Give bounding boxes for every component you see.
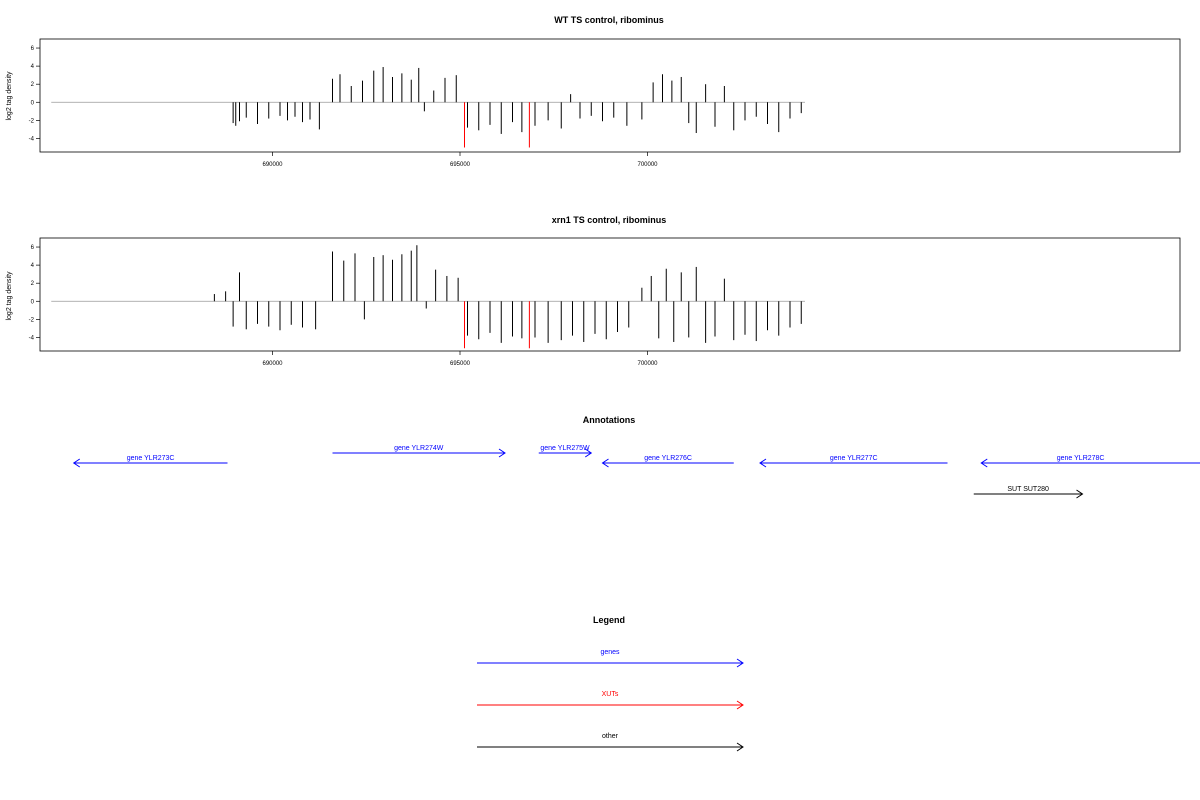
wt-x-tick-label: 695000 (450, 162, 471, 168)
legend-item-xuts: XUTs (477, 691, 744, 710)
wt-y-tick-label: -4 (29, 136, 35, 142)
xrn1-y-tick-label: -2 (29, 317, 35, 323)
annotation-arrowhead (498, 448, 506, 458)
annotation-label: gene YLR275W (540, 445, 590, 452)
legend-title: Legend (593, 615, 625, 625)
annotation-feature: gene YLR276C (601, 455, 734, 468)
legend-label: other (602, 733, 619, 740)
legend-arrowhead (736, 742, 744, 752)
wt-plot-frame (39, 38, 1181, 153)
xrn1-y-axis-label: log2 tag density (6, 271, 13, 321)
xrn1-plot-frame (39, 237, 1181, 352)
xrn1-y-tick-label: 0 (31, 299, 35, 305)
annotation-feature: gene YLR275W (538, 445, 593, 458)
legend-label: genes (600, 649, 620, 656)
xrn1-y-ticks: -4 -2 0 2 4 6 (29, 245, 40, 341)
legend-item-genes: genes (477, 649, 744, 668)
annotation-label: gene YLR278C (1057, 455, 1105, 462)
annotation-label: gene YLR273C (127, 455, 175, 462)
annotation-arrowhead (980, 458, 988, 468)
wt-x-ticks: 690000 695000 700000 (262, 152, 658, 168)
annotation-label: gene YLR274W (394, 445, 444, 452)
wt-y-tick-label: 0 (31, 100, 35, 106)
xrn1-y-tick-label: 4 (31, 263, 35, 269)
annotation-feature: gene YLR277C (759, 455, 948, 468)
annotation-feature: SUT SUT280 (973, 486, 1084, 499)
annotation-arrowhead (72, 458, 81, 468)
wt-panel: WT TS control, ribominus log2 tag densit… (6, 15, 1181, 168)
legend-item-other: other (477, 733, 744, 752)
wt-y-tick-label: -2 (29, 118, 35, 124)
xrn1-y-tick-label: 2 (31, 281, 35, 287)
annotation-arrowhead (584, 448, 593, 458)
xrn1-x-tick-label: 695000 (450, 361, 471, 367)
xrn1-x-tick-label: 700000 (637, 361, 658, 367)
wt-bars (51, 67, 805, 148)
legend-panel: Legend genes XUTs other (477, 615, 744, 752)
xrn1-y-tick-label: 6 (31, 245, 35, 251)
legend-items: genes XUTs other (477, 649, 744, 752)
annotation-feature: gene YLR273C (72, 455, 228, 468)
legend-arrowhead (736, 658, 744, 668)
xrn1-x-ticks: 690000 695000 700000 (262, 351, 658, 367)
annotation-arrowhead (759, 458, 767, 468)
wt-x-tick-label: 700000 (637, 162, 658, 168)
wt-y-tick-label: 4 (31, 64, 35, 70)
wt-y-tick-label: 2 (31, 82, 35, 88)
wt-panel-title: WT TS control, ribominus (554, 15, 664, 25)
xrn1-panel-title: xrn1 TS control, ribominus (552, 215, 667, 225)
annotations-title: Annotations (583, 415, 636, 425)
xrn1-bars (51, 245, 805, 349)
annotation-arrowhead (601, 458, 609, 468)
xrn1-panel: xrn1 TS control, ribominus log2 tag dens… (6, 215, 1181, 367)
wt-x-tick-label: 690000 (262, 162, 283, 168)
annotation-feature: gene YLR274W (332, 445, 506, 458)
annotation-features: gene YLR273C gene YLR274W gene YLR275W gene… (72, 445, 1200, 499)
wt-y-tick-label: 6 (31, 46, 35, 52)
wt-y-axis-label: log2 tag density (6, 71, 13, 121)
annotation-label: gene YLR276C (644, 455, 692, 462)
annotation-arrowhead (1076, 489, 1084, 499)
annotation-feature: gene YLR278C (980, 455, 1200, 468)
legend-arrowhead (736, 700, 744, 710)
annotation-label: SUT SUT280 (1007, 486, 1049, 493)
legend-label: XUTs (602, 691, 619, 698)
xrn1-x-tick-label: 690000 (262, 361, 283, 367)
annotation-label: gene YLR277C (830, 455, 878, 462)
xrn1-y-tick-label: -4 (29, 335, 35, 341)
wt-y-ticks: -4 -2 0 2 4 6 (29, 46, 40, 142)
